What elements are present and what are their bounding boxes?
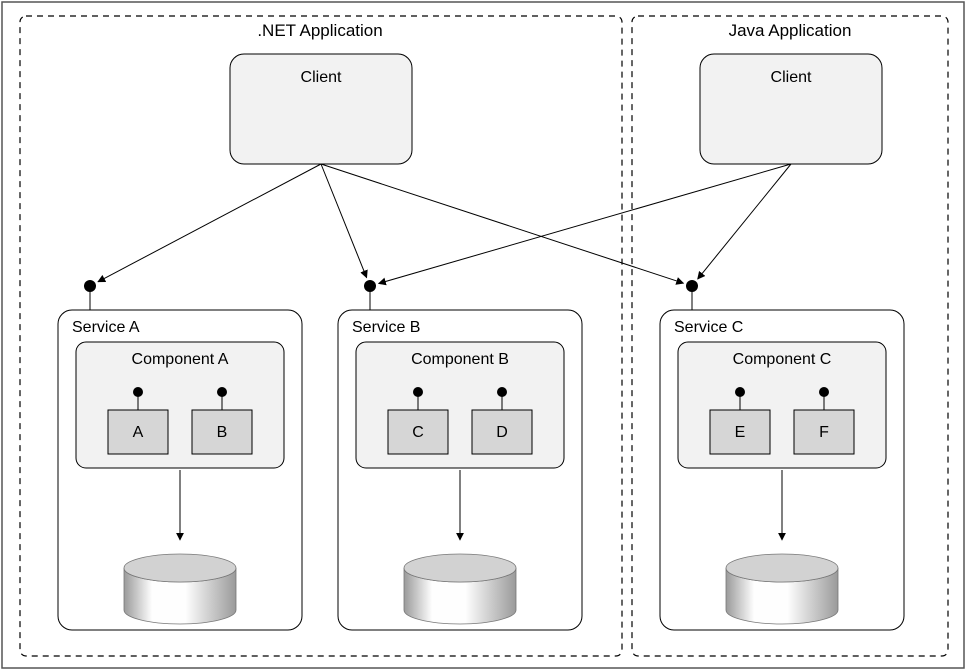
db-top-A <box>124 554 236 582</box>
service-label-A: Service A <box>72 319 140 336</box>
service-label-B: Service B <box>352 319 420 336</box>
client-label-net: Client <box>301 69 342 86</box>
client-arrow-net-to-C <box>321 164 683 283</box>
cell-port-C <box>413 387 423 397</box>
app-label-net: .NET Application <box>257 21 382 40</box>
db-top-B <box>404 554 516 582</box>
service-port-B <box>364 280 376 292</box>
service-label-C: Service C <box>674 319 743 336</box>
cell-label-B: B <box>217 424 228 441</box>
cell-port-F <box>819 387 829 397</box>
component-label-C: Component C <box>733 351 832 368</box>
cell-port-D <box>497 387 507 397</box>
cell-port-B <box>217 387 227 397</box>
client-arrow-net-to-B <box>321 164 367 278</box>
cell-label-D: D <box>496 424 508 441</box>
cell-port-E <box>735 387 745 397</box>
cell-label-F: F <box>819 424 829 441</box>
cell-label-C: C <box>412 424 424 441</box>
service-port-C <box>686 280 698 292</box>
component-label-A: Component A <box>132 351 229 368</box>
client-arrow-net-to-A <box>98 164 321 282</box>
service-port-A <box>84 280 96 292</box>
app-label-java: Java Application <box>729 21 852 40</box>
cell-port-A <box>133 387 143 397</box>
client-arrow-java-to-C <box>698 164 791 279</box>
client-arrow-java-to-B <box>379 164 791 283</box>
component-label-B: Component B <box>411 351 509 368</box>
cell-label-A: A <box>133 424 144 441</box>
cell-label-E: E <box>735 424 746 441</box>
db-top-C <box>726 554 838 582</box>
client-label-java: Client <box>771 69 812 86</box>
